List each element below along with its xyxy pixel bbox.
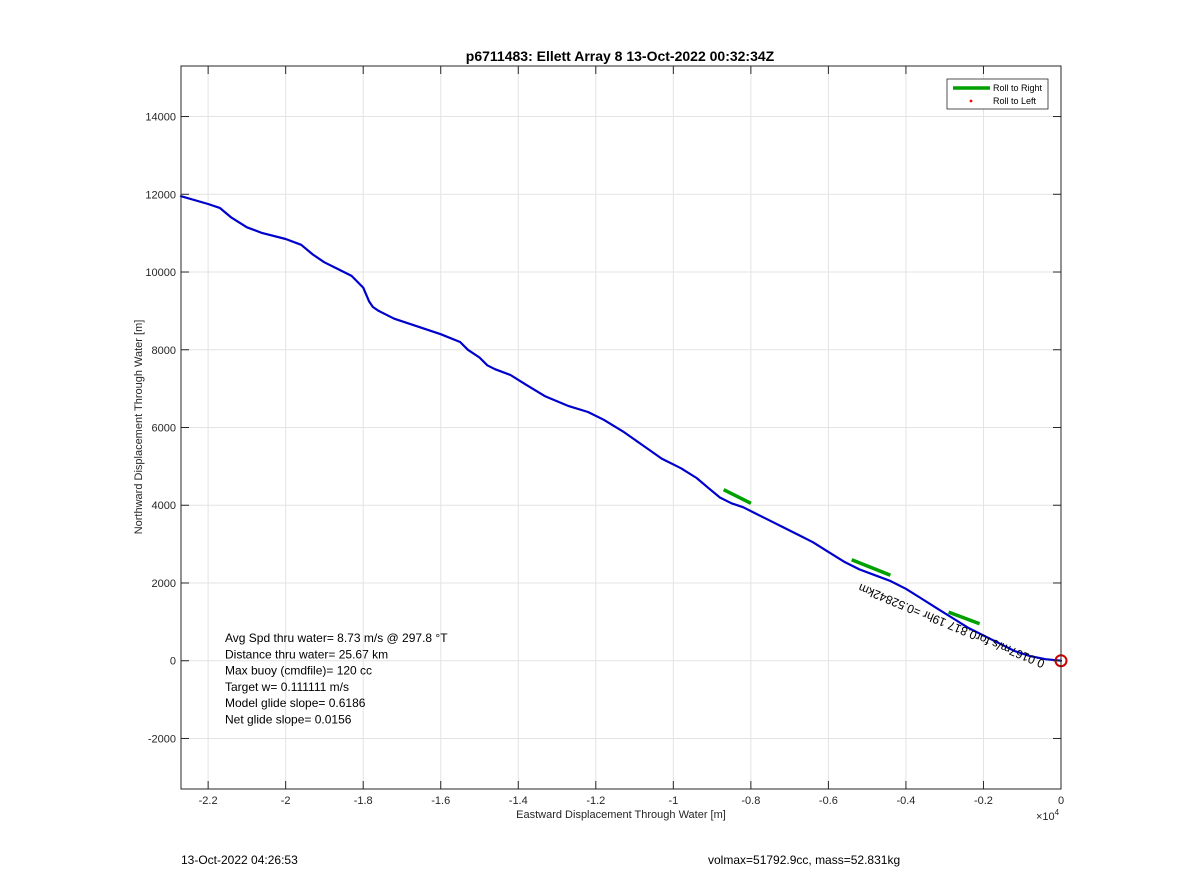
x-axis-label: Eastward Displacement Through Water [m] <box>516 809 726 821</box>
tick-marks <box>181 66 1062 789</box>
legend-marker-roll-left <box>969 99 973 103</box>
y-tick-labels: -2000 0 2000 4000 6000 8000 10000 12000 14000 <box>145 112 176 746</box>
x-tick-label: -1 <box>668 795 678 807</box>
roll-right-segment <box>722 488 752 505</box>
x-tick-label: -0.2 <box>974 795 993 807</box>
legend-box <box>946 78 1049 110</box>
y-tick-label: 10000 <box>145 267 176 279</box>
y-tick-label: 6000 <box>152 423 176 435</box>
track-line <box>179 195 1063 662</box>
x-tick-label: -2 <box>281 795 291 807</box>
y-tick-label: 8000 <box>152 345 176 357</box>
x-tick-label: -1.8 <box>354 795 373 807</box>
y-tick-label: -2000 <box>148 733 176 745</box>
x-tick-label: -0.4 <box>896 795 915 807</box>
x-exponent-label: ×104 <box>1036 808 1060 823</box>
stats-line: Avg Spd thru water= 8.73 m/s @ 297.8 °T <box>225 631 448 645</box>
stats-annotations: Avg Spd thru water= 8.73 m/s @ 297.8 °T D… <box>225 631 448 727</box>
x-tick-label: -0.6 <box>819 795 838 807</box>
roll-right-segment <box>851 558 892 577</box>
x-tick-label: -1.4 <box>509 795 528 807</box>
x-exponent-power: 4 <box>1055 808 1060 817</box>
y-tick-label: 0 <box>170 656 176 668</box>
footer-vehicle-info: volmax=51792.9cc, mass=52.831kg <box>708 853 901 867</box>
x-tick-label: 0 <box>1058 795 1064 807</box>
legend: Roll to Right Roll to Left <box>946 78 1049 110</box>
current-vector-label: 0.0167m/s for0.817 19hr =0.52842km <box>856 581 1046 671</box>
x-exponent-base: ×10 <box>1036 811 1055 823</box>
x-tick-label: -2.2 <box>199 795 218 807</box>
y-tick-label: 2000 <box>152 578 176 590</box>
stats-line: Model glide slope= 0.6186 <box>225 696 366 710</box>
stats-line: Target w= 0.111111 m/s <box>225 680 349 694</box>
plot-area: 0.0167m/s for0.817 19hr =0.52842km <box>179 195 1068 671</box>
stats-line: Max buoy (cmdfile)= 120 cc <box>225 664 372 678</box>
legend-label-roll-right: Roll to Right <box>993 83 1043 93</box>
x-tick-label: -1.2 <box>586 795 605 807</box>
y-tick-label: 12000 <box>145 189 176 201</box>
stats-line: Distance thru water= 25.67 km <box>225 647 388 661</box>
x-tick-label: -1.6 <box>431 795 450 807</box>
x-tick-label: -0.8 <box>741 795 760 807</box>
y-tick-label: 4000 <box>152 500 176 512</box>
roll-right-segment <box>947 610 981 626</box>
y-axis-label: Northward Displacement Through Water [m] <box>133 320 145 535</box>
x-tick-labels: -2.2 -2 -1.8 -1.6 -1.4 -1.2 -1 -0.8 -0.6 -0.4 -0.2… <box>199 795 1064 807</box>
chart-title: p6711483: Ellett Array 8 13-Oct-2022 00:… <box>466 48 775 64</box>
y-tick-label: 14000 <box>145 112 176 124</box>
footer-timestamp: 13-Oct-2022 04:26:53 <box>181 853 298 867</box>
legend-label-roll-left: Roll to Left <box>993 96 1037 106</box>
stats-line: Net glide slope= 0.0156 <box>225 713 352 727</box>
